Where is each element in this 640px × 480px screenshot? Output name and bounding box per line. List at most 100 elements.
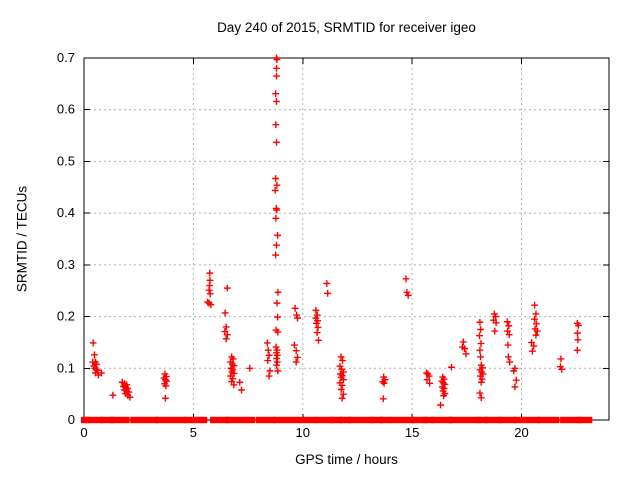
data-point [476, 346, 484, 354]
data-point [294, 354, 301, 361]
data-point [510, 367, 518, 375]
data-point [531, 315, 539, 323]
plot-border [83, 57, 610, 421]
zero-band-segment [423, 416, 434, 424]
data-point [315, 336, 322, 344]
data-point [476, 389, 484, 397]
data-point [448, 363, 455, 371]
data-point [339, 357, 346, 364]
data-point [504, 341, 512, 349]
data-point [324, 289, 332, 297]
data-point [462, 350, 470, 358]
x-tick-label: 5 [190, 425, 197, 440]
data-point [532, 310, 540, 318]
data-point [440, 392, 448, 400]
zero-band-segment [475, 416, 489, 424]
data-point [403, 288, 411, 296]
data-point [272, 121, 280, 129]
data-point [273, 206, 281, 214]
zero-band-segment [347, 416, 374, 424]
data-point [379, 395, 387, 403]
zero-band-segment [183, 416, 208, 424]
data-point [573, 346, 581, 354]
data-point [265, 351, 273, 359]
data-point [531, 301, 539, 309]
data-point [221, 309, 229, 317]
zero-band-segment [225, 416, 256, 424]
zero-band-segment [560, 416, 582, 424]
zero-band-segment [577, 416, 593, 424]
x-tick-label: 20 [514, 425, 528, 440]
data-point [223, 331, 231, 339]
zero-band-segment [514, 416, 540, 424]
zero-band-segment [315, 416, 335, 424]
data-point [222, 323, 230, 331]
data-point [264, 346, 272, 354]
data-point [423, 376, 431, 384]
data-point [273, 351, 281, 359]
y-tick-label: 0 [68, 412, 75, 427]
data-point [161, 376, 169, 384]
data-point [273, 181, 281, 189]
zero-band-segment [538, 416, 560, 424]
data-point [461, 345, 469, 353]
data-point [323, 280, 331, 287]
data-point [506, 358, 514, 366]
data-point [273, 64, 280, 72]
data-point [206, 269, 214, 277]
data-point [266, 367, 274, 375]
data-point [265, 372, 273, 380]
data-point [340, 390, 347, 398]
data-point [273, 56, 281, 63]
data-point [238, 386, 245, 394]
data-point [273, 361, 280, 369]
zero-band-segment [329, 416, 343, 424]
data-point [476, 332, 483, 340]
data-point [274, 328, 282, 336]
data-point [236, 378, 244, 386]
zero-band-segment [369, 416, 384, 424]
data-point [273, 138, 280, 146]
data-point [402, 275, 410, 283]
data-point [229, 375, 237, 383]
data-point [206, 290, 214, 298]
zero-band-segment [110, 416, 130, 424]
zero-band-segment [389, 416, 416, 424]
data-point [529, 347, 536, 355]
data-point [230, 381, 238, 389]
data-point [294, 314, 301, 322]
data-point [89, 339, 97, 347]
zero-band-segment [497, 416, 516, 424]
data-point [505, 331, 513, 339]
x-axis-label: GPS time / hours [295, 452, 398, 467]
data-point [476, 318, 484, 326]
zero-band-segment [431, 416, 453, 424]
data-point [273, 355, 280, 362]
data-point [459, 338, 467, 346]
data-point [293, 311, 301, 319]
data-point [338, 381, 346, 389]
data-point [491, 327, 499, 335]
data-point [291, 341, 298, 349]
data-point [312, 306, 320, 314]
data-point [273, 98, 280, 105]
data-point [574, 321, 582, 329]
data-point [528, 339, 535, 346]
data-point [532, 320, 540, 328]
data-point [557, 355, 565, 363]
data-point [223, 284, 231, 292]
data-point [512, 376, 520, 384]
data-point [505, 322, 513, 330]
data-point [404, 291, 412, 299]
data-point [272, 90, 280, 98]
data-point [532, 331, 540, 339]
zero-band-segment [448, 416, 481, 424]
data-point [273, 358, 281, 366]
data-point [574, 329, 581, 337]
data-point [161, 394, 169, 402]
y-tick-label: 0.1 [57, 360, 75, 375]
zero-band-segment [300, 416, 317, 424]
data-point [574, 336, 582, 344]
